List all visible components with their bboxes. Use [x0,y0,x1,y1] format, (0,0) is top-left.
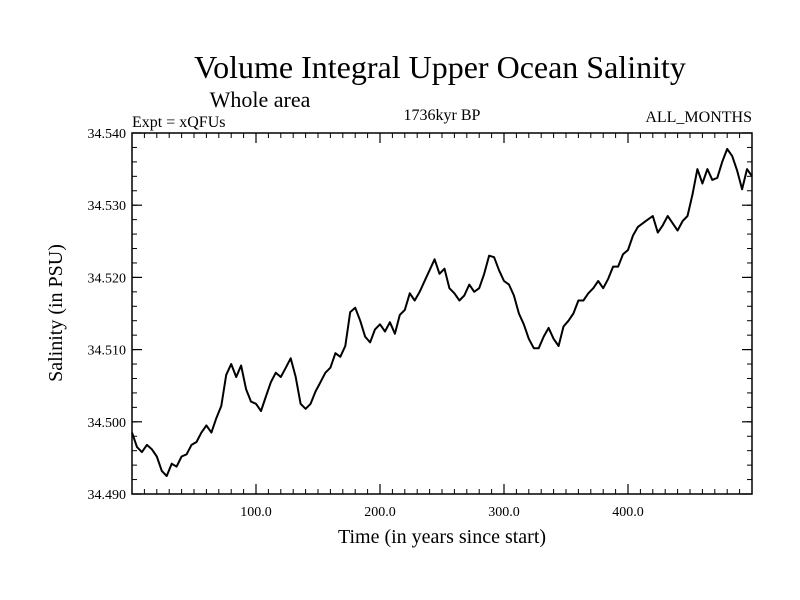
x-tick-label: 100.0 [240,505,272,520]
y-tick-label: 34.490 [88,488,127,503]
chart-subtitle: Whole area [210,87,311,112]
y-tick-label: 34.540 [88,127,127,142]
x-tick-label: 400.0 [612,505,644,520]
x-tick-label: 300.0 [488,505,520,520]
y-axis-label: Salinity (in PSU) [45,244,67,382]
y-tick-label: 34.530 [88,199,127,214]
months-label: ALL_MONTHS [645,109,752,126]
y-tick-label: 34.500 [88,416,127,431]
y-tick-label: 34.510 [88,344,127,359]
salinity-series-line [131,147,753,477]
plot-frame [131,132,753,495]
x-axis-label: Time (in years since start) [338,526,546,548]
chart-title: Volume Integral Upper Ocean Salinity [194,49,686,85]
experiment-label: Expt = xQFUs [132,114,225,131]
x-tick-label: 200.0 [364,505,396,520]
y-tick-label: 34.520 [88,271,127,286]
axis-tick-labels: 100.0 200.0 300.0 400.0 34.490 34.500 34.510 34… [88,127,644,520]
period-label: 1736kyr BP [404,107,481,124]
axis-ticks [132,132,752,495]
